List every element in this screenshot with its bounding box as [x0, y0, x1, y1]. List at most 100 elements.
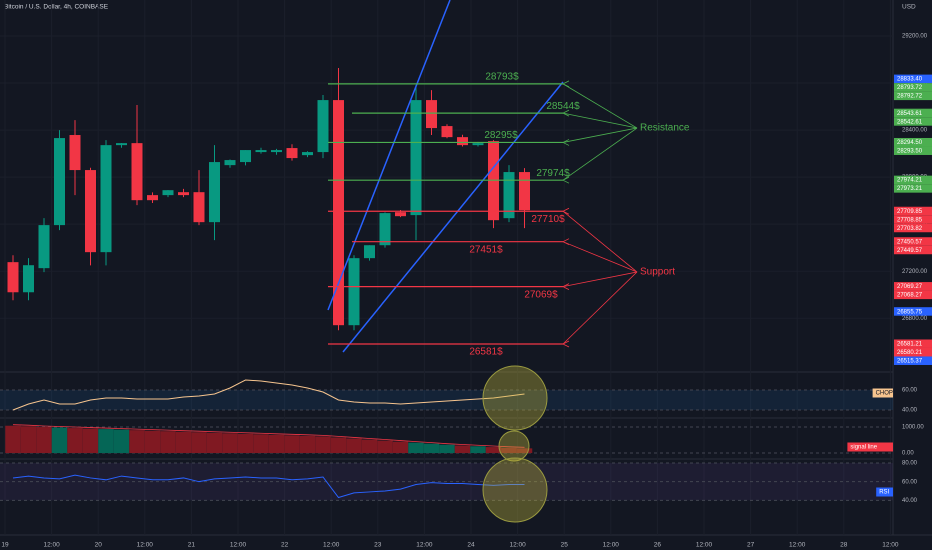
price-tag	[894, 108, 932, 118]
x-tick-label: 12:00	[882, 542, 899, 549]
arrow-head	[562, 286, 570, 290]
histogram-bar	[144, 430, 161, 454]
candle-body	[348, 258, 360, 326]
histogram-bar	[361, 439, 378, 454]
price-tag-label: 28294.50	[897, 140, 923, 146]
histogram-bar	[222, 433, 238, 454]
arrow	[562, 210, 638, 273]
arrow-head	[562, 112, 570, 117]
histogram-bar	[377, 440, 393, 454]
price-tag	[894, 215, 932, 224]
candle-body	[286, 148, 298, 159]
candle-body	[162, 190, 174, 196]
arrow	[562, 271, 638, 345]
arrow	[562, 83, 638, 129]
candle-body	[395, 212, 406, 217]
highlight	[482, 457, 548, 523]
candle-body	[224, 160, 236, 166]
price-tag	[894, 237, 932, 246]
candle-body	[100, 145, 112, 253]
price-tag-label: 27973.21	[897, 186, 923, 192]
price-tag-label: 28793.72	[897, 85, 923, 91]
price-tag-label: 26581.21	[897, 342, 923, 348]
histogram-bar	[423, 443, 440, 454]
candle-body	[410, 100, 422, 216]
arrow-head	[562, 179, 570, 184]
candle-body	[503, 172, 515, 219]
histogram-bar	[439, 444, 455, 454]
price-tag	[894, 290, 932, 300]
y-tick-label: 40.00	[902, 498, 918, 504]
indicator-tag-label: CHOP	[876, 391, 893, 397]
candle-body	[457, 137, 468, 146]
price-tag	[894, 339, 932, 348]
arrow-head	[562, 210, 570, 215]
candle-body	[426, 100, 437, 129]
x-tick-label: 26	[654, 542, 662, 549]
histogram-bar	[20, 426, 37, 454]
currency: USD	[902, 4, 916, 11]
histogram-bar	[175, 431, 192, 454]
histogram-bar	[284, 435, 300, 454]
marks	[5, 67, 533, 499]
candle-body	[519, 172, 530, 211]
price-tag	[894, 91, 932, 101]
candle-body	[38, 225, 50, 269]
arrow-head	[562, 238, 570, 243]
y-tick-label: 27200.00	[902, 269, 928, 275]
arrow-head	[562, 109, 570, 114]
price-tag	[894, 356, 932, 365]
x-tick-label: 12:00	[230, 542, 247, 549]
price-tag	[894, 307, 932, 316]
y-tick-label: 1000.00	[902, 425, 924, 431]
x-tick-label: 12:00	[43, 542, 60, 549]
x-tick-label: 20	[95, 542, 103, 549]
y-tick-label: 80.00	[902, 461, 918, 467]
histogram-bar	[5, 425, 21, 454]
histogram-bar	[191, 432, 207, 454]
price-tag	[894, 146, 932, 155]
indicator-line	[12, 474, 525, 499]
candle-body	[271, 150, 282, 153]
histogram-bar	[330, 437, 347, 454]
candle-body	[317, 100, 329, 153]
highlight	[482, 365, 548, 431]
candle-body	[131, 143, 143, 201]
price-tag-label: 27449.57	[897, 248, 923, 254]
candle-body	[209, 162, 220, 223]
price-tag-label: 27708.85	[897, 217, 923, 223]
histogram-bar	[160, 431, 176, 454]
price-tag	[894, 74, 932, 84]
level-label: 28295$	[484, 130, 518, 141]
indicator-tag	[872, 388, 893, 398]
indicator-line	[12, 379, 525, 411]
price-tag	[894, 245, 932, 255]
candle-body	[379, 213, 391, 246]
histogram-bar	[82, 428, 99, 454]
candle-body	[240, 150, 251, 163]
level-label: 26581$	[469, 347, 503, 358]
price-tag	[894, 347, 932, 357]
price-tag-label: 27450.57	[897, 239, 923, 245]
candle-body	[69, 135, 81, 171]
candle-body	[178, 192, 189, 196]
indicator-tag	[847, 442, 893, 452]
arrow-head	[562, 343, 570, 348]
indicator-band	[0, 390, 893, 410]
arrow-head	[562, 139, 570, 143]
candle-body	[472, 143, 484, 146]
arrow-head	[562, 142, 570, 146]
candle-body	[302, 152, 313, 156]
level-label: 27451$	[469, 244, 503, 255]
highlight	[498, 430, 530, 462]
histogram-bar	[346, 438, 362, 454]
candle-body	[193, 192, 205, 223]
price-tag	[894, 83, 932, 92]
arrow-head	[562, 340, 570, 345]
price-tag	[894, 175, 932, 185]
price-tag-label: 26855.75	[897, 309, 923, 315]
price-tag	[894, 223, 932, 233]
histogram-bar	[408, 442, 424, 454]
trend-line	[327, 0, 451, 311]
histogram-bar	[237, 433, 254, 454]
